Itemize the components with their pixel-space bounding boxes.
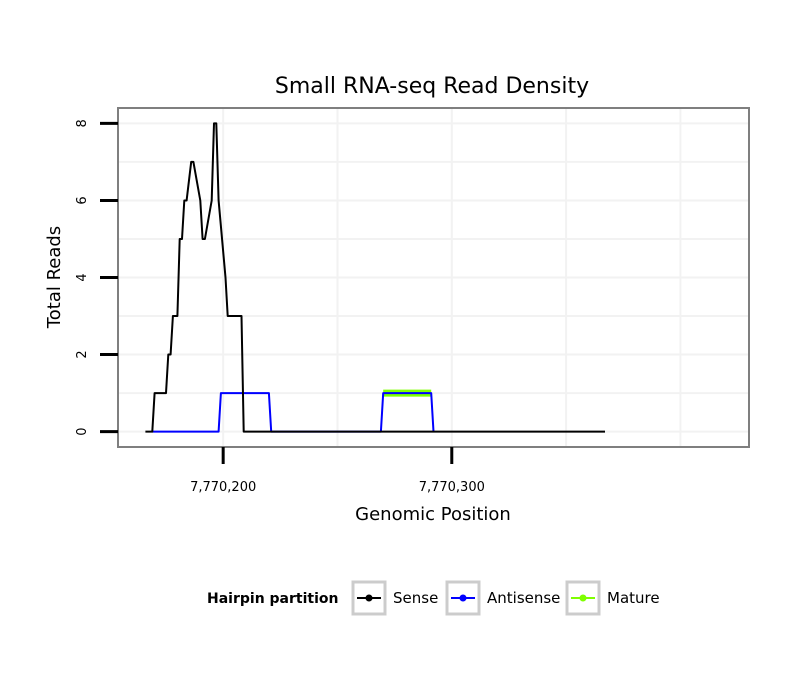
legend-label-antisense: Antisense bbox=[487, 589, 560, 607]
y-tick-label: 8 bbox=[75, 119, 90, 127]
legend-label-mature: Mature bbox=[607, 589, 660, 607]
y-axis-ticks: 0 2 4 6 8 bbox=[75, 119, 118, 436]
legend-title: Hairpin partition bbox=[207, 591, 338, 607]
legend: Hairpin partition Sense Antisense Mature bbox=[207, 580, 660, 616]
legend-key-point bbox=[365, 594, 373, 602]
legend-item-mature: Mature bbox=[565, 580, 660, 616]
legend-key-point bbox=[579, 594, 587, 602]
y-tick-label: 4 bbox=[75, 273, 90, 281]
legend-item-antisense: Antisense bbox=[445, 580, 560, 616]
x-tick-label: 7,770,300 bbox=[419, 480, 485, 495]
y-tick-label: 2 bbox=[75, 350, 90, 358]
x-axis-title: Genomic Position bbox=[355, 504, 511, 525]
legend-item-sense: Sense bbox=[351, 580, 438, 616]
series-line-antisense bbox=[152, 392, 435, 433]
x-axis-ticks: 7,770,200 7,770,300 bbox=[190, 447, 485, 495]
series-layer bbox=[145, 122, 605, 433]
y-tick-label: 6 bbox=[75, 196, 90, 204]
series-line-sense bbox=[145, 122, 605, 433]
legend-key-point bbox=[459, 594, 467, 602]
y-axis-title: Total Reads bbox=[44, 226, 65, 329]
chart-title: Small RNA-seq Read Density bbox=[275, 74, 589, 99]
x-tick-label: 7,770,200 bbox=[190, 480, 256, 495]
y-tick-label: 0 bbox=[75, 427, 90, 435]
legend-label-sense: Sense bbox=[393, 589, 438, 607]
